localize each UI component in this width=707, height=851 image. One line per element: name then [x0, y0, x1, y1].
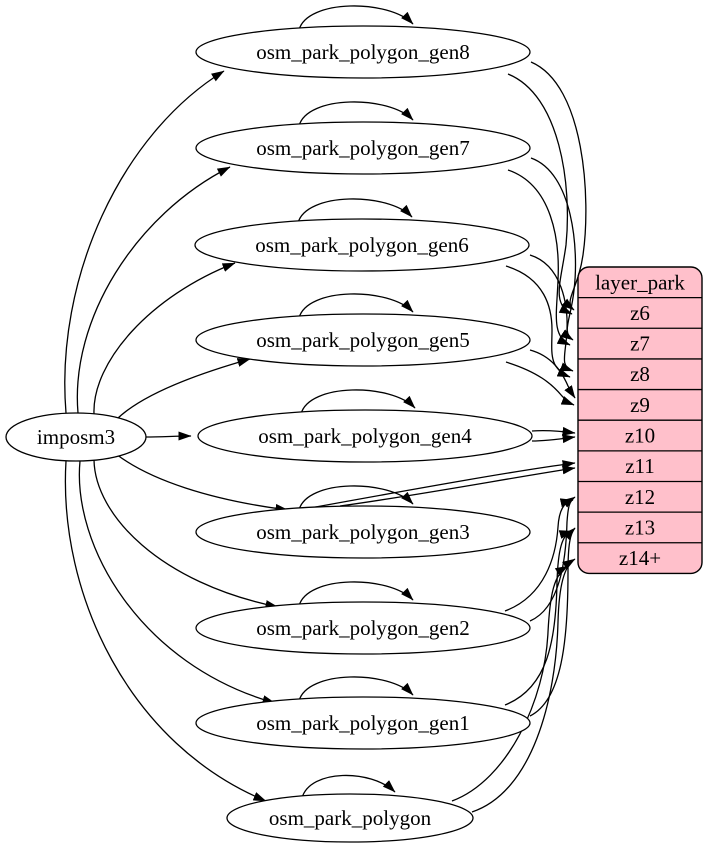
node-gen5-shape [195, 313, 531, 367]
node-gen8: osm_park_polygon_gen8 [195, 25, 531, 79]
self-loop-gen2 [298, 581, 414, 607]
table-row-z10: z10 [625, 424, 655, 448]
node-gen1: osm_park_polygon_gen1 [195, 696, 531, 750]
edge-polygon-z14+-2 [451, 565, 569, 802]
nodes-layer: imposm3 osm_park_polygon_gen8 osm_park_pol… [5, 25, 533, 843]
self-loop-gen4 [300, 389, 416, 415]
edge-gen6-z8-1 [529, 254, 574, 372]
layer-park-table: layer_park z6 z7 z8 z9 z10 z11 z12 z13 z14+ [577, 266, 703, 575]
node-gen3-shape [195, 505, 531, 559]
self-loop-gen6 [297, 198, 413, 224]
node-gen2-label: osm_park_polygon_gen2 [256, 616, 469, 640]
node-polygon: osm_park_polygon [226, 793, 474, 843]
edge-gen1-z13-2 [504, 530, 573, 706]
node-gen3-label: osm_park_polygon_gen3 [256, 520, 469, 544]
node-gen7-shape [195, 121, 531, 175]
edge-gen4-z10-1 [531, 426, 576, 436]
edge-gen7-z7-2 [507, 169, 571, 346]
node-gen2-shape [195, 601, 531, 655]
node-gen6-label: osm_park_polygon_gen6 [255, 233, 468, 257]
self-loop-gen8 [298, 5, 414, 31]
edge-imposm3-gen1 [78, 460, 276, 704]
layer-park-table-title: layer_park [595, 270, 685, 294]
table-row-z11: z11 [625, 454, 655, 478]
self-loop-polygon [301, 774, 396, 799]
edge-imposm3-polygon [64, 460, 267, 802]
edge-polygon-z14+-1 [471, 558, 576, 813]
edge-gen3-z11-1 [339, 465, 576, 507]
node-imposm3-label: imposm3 [37, 425, 115, 449]
edge-gen8-z6-2 [507, 73, 573, 315]
node-imposm3-shape [5, 412, 147, 462]
node-gen6-shape [194, 218, 530, 272]
node-gen4: osm_park_polygon_gen4 [197, 409, 533, 463]
edge-gen8-z6-1 [530, 61, 587, 311]
edge-imposm3-gen2 [93, 459, 279, 609]
node-gen4-shape [197, 409, 533, 463]
node-gen8-label: osm_park_polygon_gen8 [256, 40, 469, 64]
table-row-z8: z8 [630, 362, 650, 386]
node-polygon-shape [226, 793, 474, 843]
table-row-z6: z6 [630, 301, 650, 325]
node-gen7-label: osm_park_polygon_gen7 [256, 136, 469, 160]
edge-imposm3-gen3 [115, 453, 289, 513]
edge-gen3-z11-2 [309, 460, 576, 509]
table-row-z7: z7 [630, 332, 650, 356]
self-loop-gen7 [298, 101, 414, 127]
table-row-z12: z12 [625, 485, 655, 509]
node-gen5: osm_park_polygon_gen5 [195, 313, 531, 367]
node-gen1-label: osm_park_polygon_gen1 [256, 711, 469, 735]
edge-imposm3-gen7 [76, 166, 231, 414]
node-gen4-label: osm_park_polygon_gen4 [258, 424, 472, 448]
table-row-z14+: z14+ [619, 546, 661, 570]
edge-gen5-z9-2 [505, 361, 575, 406]
node-imposm3: imposm3 [5, 412, 147, 462]
edge-gen5-z9-1 [529, 349, 576, 399]
self-loop-gen5 [298, 293, 414, 319]
node-gen3: osm_park_polygon_gen3 [195, 505, 531, 559]
node-polygon-label: osm_park_polygon [269, 806, 432, 830]
self-loop-gen1 [298, 676, 414, 702]
edge-imposm3-gen8 [64, 70, 225, 414]
edge-imposm3-gen5 [115, 358, 251, 421]
node-gen6: osm_park_polygon_gen6 [194, 218, 530, 272]
node-gen2: osm_park_polygon_gen2 [195, 601, 531, 655]
edge-imposm3-gen6 [93, 262, 236, 415]
edges-layer [64, 5, 587, 813]
table-row-z13: z13 [625, 515, 655, 539]
node-gen8-shape [195, 25, 531, 79]
edge-imposm3-gen4 [145, 431, 192, 441]
edge-gen2-z12-2 [504, 498, 574, 612]
node-gen5-label: osm_park_polygon_gen5 [256, 328, 469, 352]
table-row-z9: z9 [630, 393, 650, 417]
node-gen7: osm_park_polygon_gen7 [195, 121, 531, 175]
edge-gen4-z10-2 [531, 434, 576, 444]
node-gen1-shape [195, 696, 531, 750]
